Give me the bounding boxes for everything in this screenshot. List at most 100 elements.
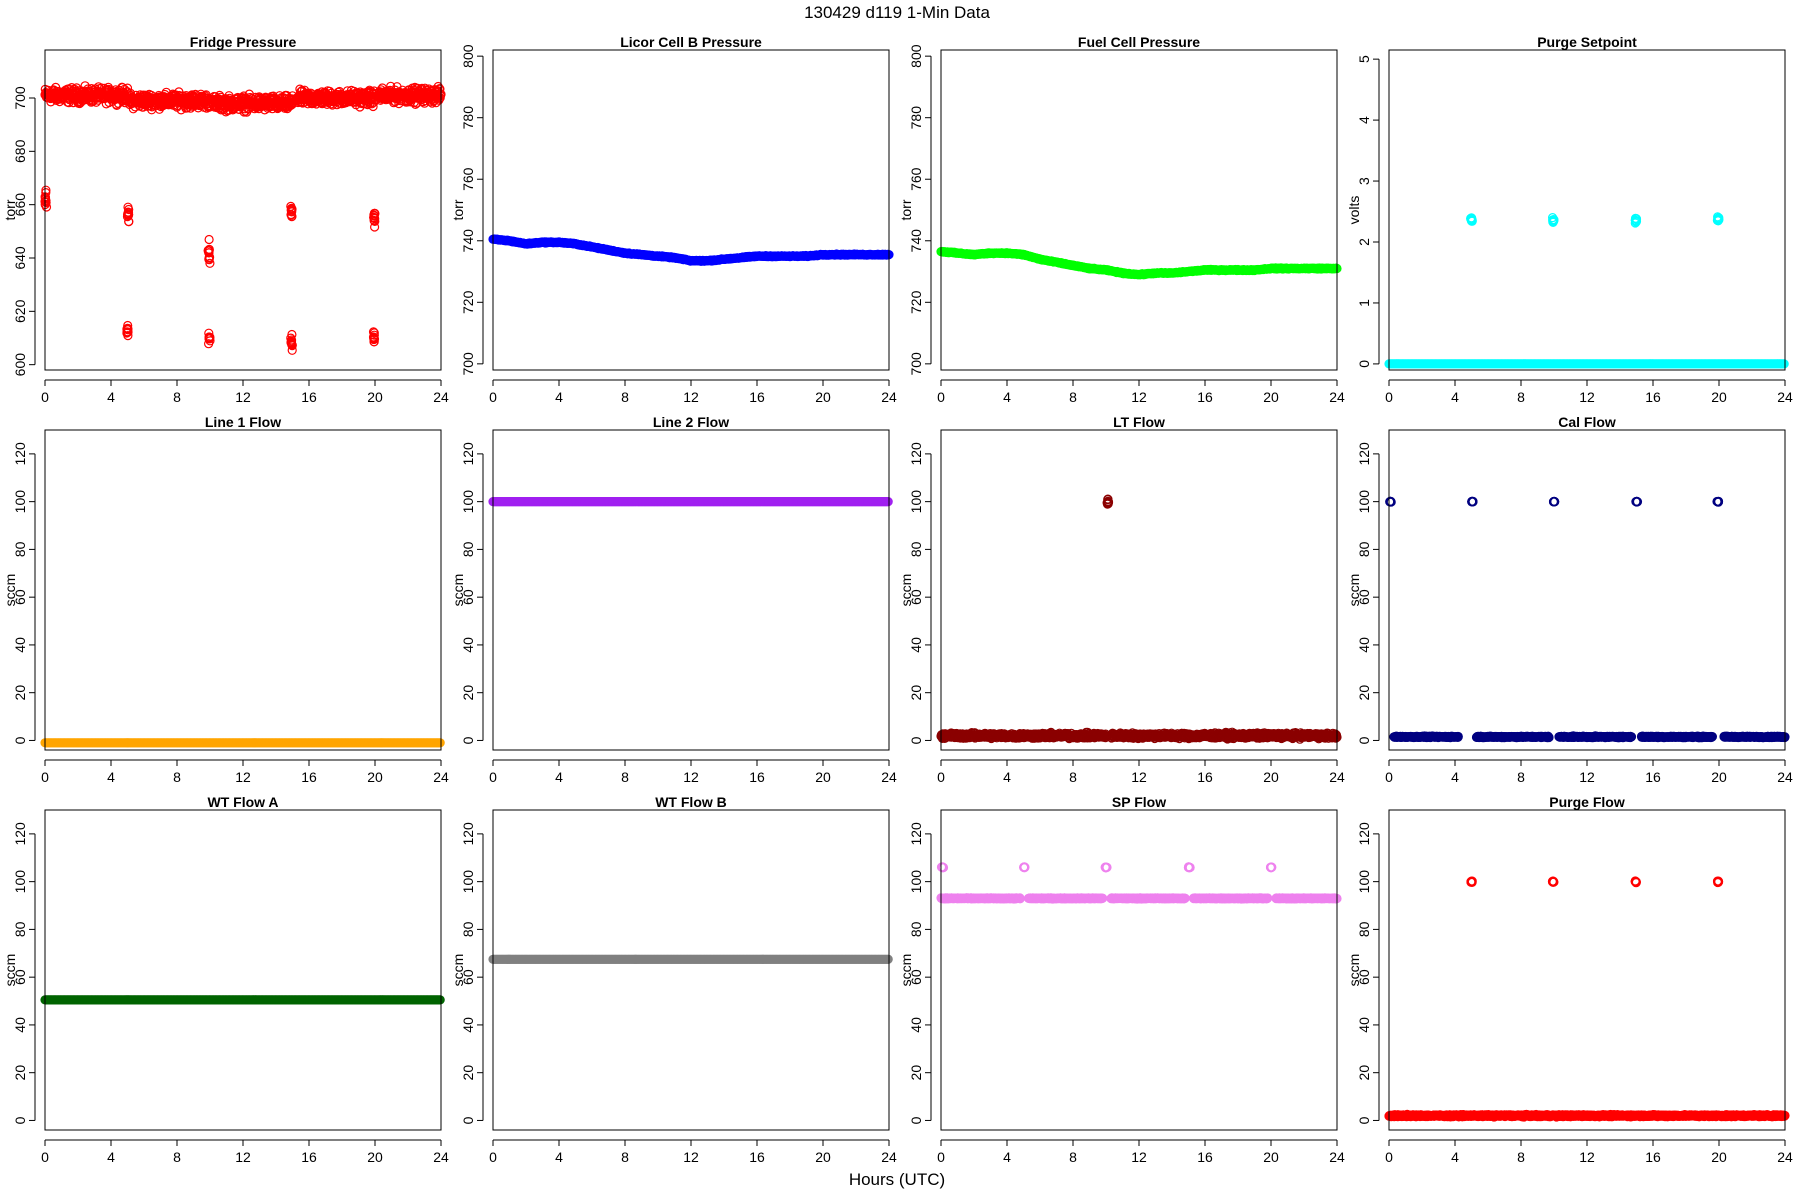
x-tick-label: 24 [881, 769, 897, 785]
y-tick-label: 760 [460, 167, 476, 191]
data-point [287, 212, 297, 222]
y-tick-label: 620 [12, 299, 28, 323]
data-point [204, 255, 214, 265]
x-tick-label: 20 [1711, 389, 1727, 405]
figure-title: 130429 d119 1-Min Data [804, 3, 990, 22]
data-point [123, 207, 133, 217]
x-tick-label: 24 [881, 389, 897, 405]
y-tick-label: 780 [460, 106, 476, 130]
x-tick-label: 16 [301, 389, 317, 405]
data-points [488, 234, 894, 266]
y-axis-label: torr [2, 199, 18, 220]
panel-title: Line 1 Flow [205, 414, 281, 430]
x-tick-label: 20 [1263, 389, 1279, 405]
y-tick-label: 60 [460, 589, 476, 605]
x-tick-label: 4 [1003, 389, 1011, 405]
data-point [122, 328, 132, 338]
y-tick-label: 700 [12, 86, 28, 110]
x-tick-label: 12 [235, 769, 251, 785]
x-axis: 0 4 8 12 16 20 24 [41, 379, 449, 405]
panel-title: Fridge Pressure [190, 34, 297, 50]
x-tick-label: 0 [489, 389, 497, 405]
data-point [124, 216, 134, 227]
x-tick-label: 24 [433, 389, 449, 405]
data-point [204, 339, 214, 349]
data-point [204, 244, 214, 254]
data-point [433, 81, 443, 92]
data-point [369, 215, 379, 226]
x-tick-label: 12 [235, 389, 251, 405]
data-point [122, 324, 132, 334]
data-point [204, 234, 214, 245]
x-tick-label: 20 [367, 769, 383, 785]
y-tick-label: 740 [460, 229, 476, 253]
x-tick-label: 0 [937, 389, 945, 405]
plot-frame [44, 429, 442, 751]
y-tick-label: 40 [12, 637, 28, 653]
data-point [369, 334, 380, 344]
y-tick-label: 80 [12, 541, 28, 557]
x-tick-label: 0 [489, 769, 497, 785]
y-tick-label: 3 [1356, 177, 1372, 185]
y-tick-label: 120 [460, 442, 476, 466]
y-tick-label: 120 [12, 442, 28, 466]
data-point [369, 337, 379, 347]
plot-frame [492, 49, 890, 371]
data-point [370, 209, 380, 219]
y-tick-label: 60 [12, 589, 28, 605]
y-tick-label: 80 [460, 541, 476, 557]
panel-title: Purge Setpoint [1537, 34, 1637, 50]
y-tick-label: 700 [460, 352, 476, 376]
x-tick-label: 16 [301, 769, 317, 785]
data-point [286, 337, 296, 347]
x-tick-label: 24 [1329, 389, 1345, 405]
data-point [369, 330, 379, 340]
x-tick-label: 12 [1131, 389, 1147, 405]
x-tick-label: 0 [41, 389, 49, 405]
plot-frame [44, 49, 442, 371]
plot-frame [940, 49, 1338, 371]
y-tick-label: 0 [1356, 360, 1372, 368]
x-tick-label: 20 [815, 769, 831, 785]
y-tick-label: 100 [12, 490, 28, 514]
data-point [204, 248, 214, 258]
x-tick-label: 12 [683, 769, 699, 785]
x-axis: 0 4 8 12 16 20 24 [489, 379, 897, 405]
x-tick-label: 8 [173, 389, 181, 405]
data-point [368, 101, 378, 112]
data-point [287, 205, 297, 215]
x-tick-label: 8 [173, 769, 181, 785]
y-tick-label: 720 [908, 290, 924, 314]
y-tick-label: 2 [1356, 238, 1372, 246]
data-point [205, 258, 215, 268]
y-tick-label: 5 [1356, 55, 1372, 63]
data-point [369, 210, 379, 220]
x-tick-label: 4 [1451, 389, 1459, 405]
y-tick-label: 100 [460, 490, 476, 514]
x-axis: 0 4 8 12 16 20 24 [1385, 379, 1793, 405]
data-point [369, 328, 379, 338]
x-tick-label: 8 [1069, 389, 1077, 405]
x-axis: 0 4 8 12 16 20 24 [489, 759, 897, 785]
x-tick-label: 4 [107, 389, 115, 405]
y-tick-label: 640 [12, 246, 28, 270]
panel-title: Licor Cell B Pressure [620, 34, 762, 50]
data-point [205, 332, 215, 342]
x-tick-label: 24 [1777, 389, 1793, 405]
y-tick-label: 800 [908, 44, 924, 68]
x-tick-label: 0 [1385, 389, 1393, 405]
y-tick-label: 0 [12, 736, 28, 744]
x-tick-label: 16 [1645, 389, 1661, 405]
y-axis-label: torr [450, 199, 466, 220]
y-tick-label: 760 [908, 167, 924, 191]
data-point [435, 84, 445, 94]
y-tick-label: 4 [1356, 116, 1372, 124]
x-tick-label: 20 [815, 389, 831, 405]
